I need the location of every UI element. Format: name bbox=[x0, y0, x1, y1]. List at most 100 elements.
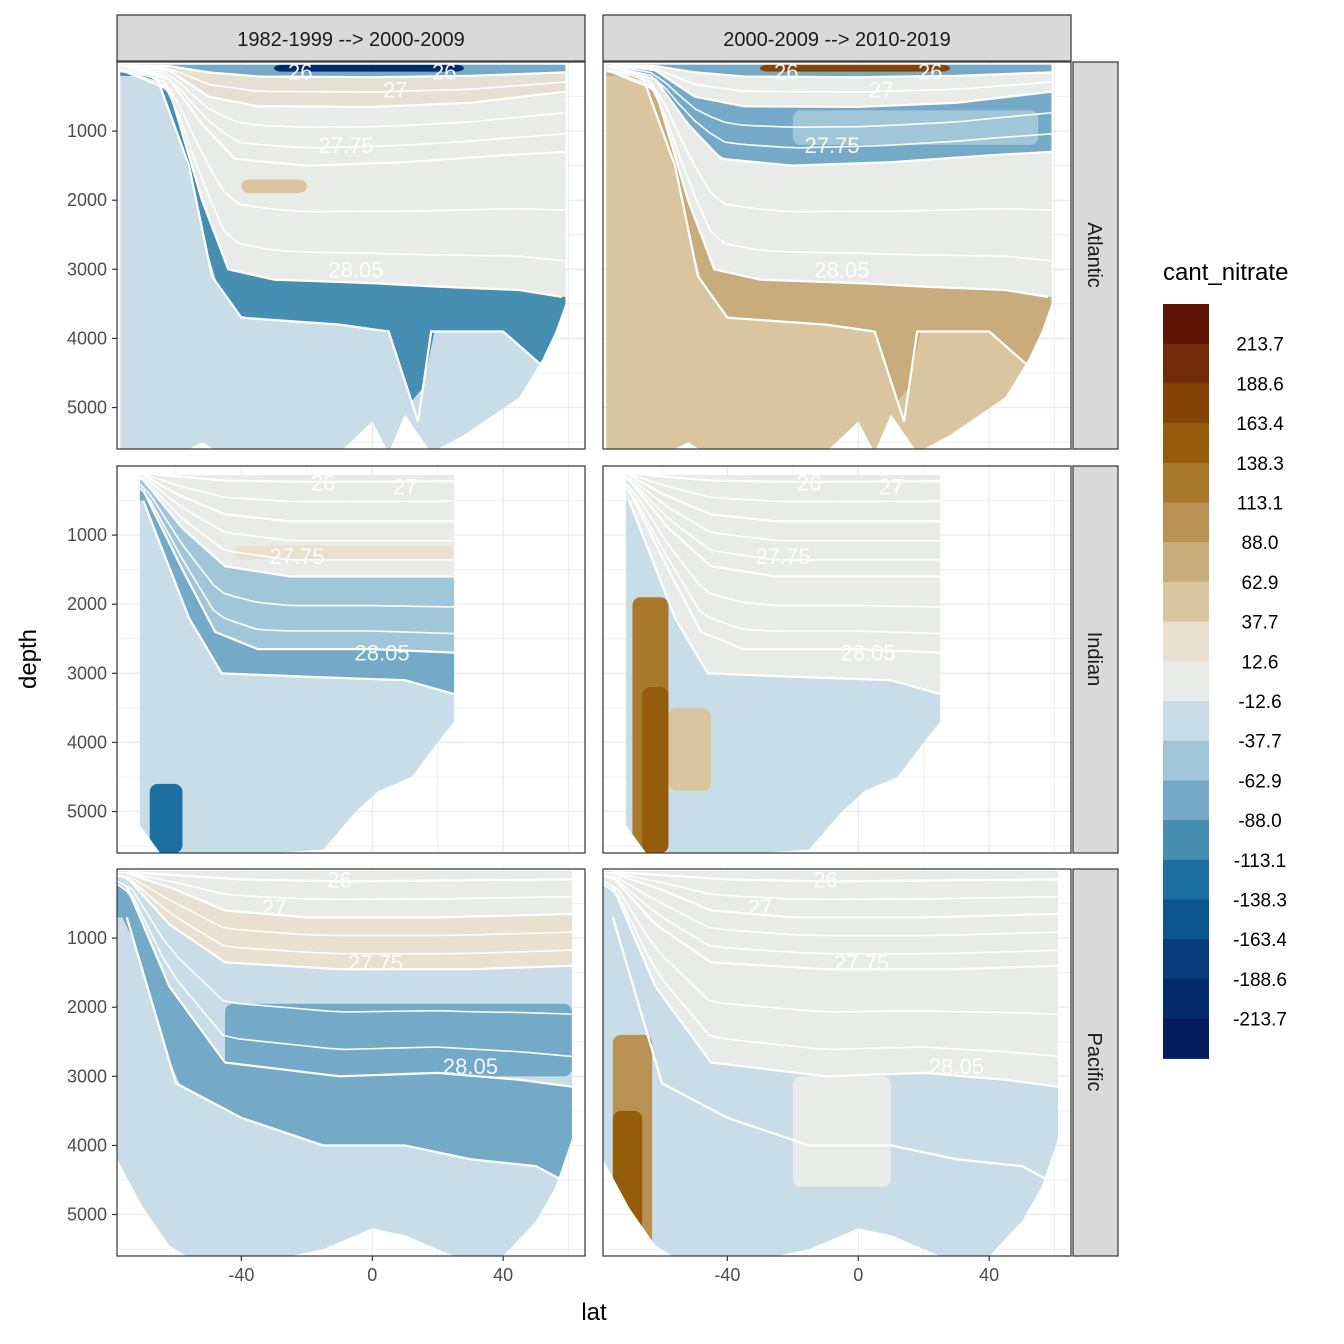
contour-fill bbox=[603, 871, 1058, 1256]
panel-border bbox=[602, 465, 1072, 854]
legend-label: -113.1 bbox=[1234, 851, 1286, 872]
strip-col-2 bbox=[602, 14, 1072, 62]
x-tick-label: -40 bbox=[714, 1265, 740, 1285]
y-axis-title: depth bbox=[15, 629, 42, 689]
y-tick-label: 4000 bbox=[67, 328, 107, 348]
isopycnal-line-27-75 bbox=[612, 66, 1052, 167]
isopycnal-line-minor bbox=[606, 64, 1052, 128]
legend-label: 113.1 bbox=[1237, 494, 1283, 515]
strip-row-atlantic-label: Atlantic bbox=[1083, 222, 1105, 288]
y-tick-label: 5000 bbox=[67, 1205, 107, 1225]
isopycnal-line-minor bbox=[139, 474, 455, 503]
legend-label: -12.6 bbox=[1238, 692, 1281, 713]
legend-key bbox=[1163, 899, 1209, 940]
legend-key bbox=[1163, 462, 1209, 504]
isopycnal-line-minor bbox=[606, 70, 1052, 262]
isopycnal-label: 28.05 bbox=[443, 1054, 498, 1079]
isopycnal-line-minor bbox=[625, 483, 941, 608]
isopycnal-line-minor bbox=[606, 64, 1052, 93]
y-tick-label: 2000 bbox=[67, 190, 107, 210]
isopycnal-line-26 bbox=[126, 64, 566, 79]
legend-key bbox=[1163, 343, 1209, 384]
legend-label: 88.0 bbox=[1242, 533, 1279, 554]
isopycnal-label: 27 bbox=[262, 895, 286, 920]
panel-indian-1: 26 27 27.75 28.05 1000 2000 3000 4000 5000 bbox=[67, 465, 586, 854]
isopycnal-label: 27.75 bbox=[348, 950, 403, 975]
isopycnal-line-27 bbox=[126, 64, 566, 109]
contour-band-3 bbox=[606, 72, 1052, 402]
isopycnal-line-27 bbox=[612, 64, 1052, 109]
legend-key bbox=[1163, 740, 1209, 781]
y-tick-label: 1000 bbox=[67, 121, 107, 141]
contour-band-0 bbox=[606, 64, 1052, 107]
isopycnal-label: 27.75 bbox=[269, 544, 324, 569]
isopycnal-label: 26 bbox=[918, 60, 942, 85]
legend-title: cant_nitrate bbox=[1163, 259, 1288, 286]
contour-fill bbox=[625, 474, 941, 853]
legend-key bbox=[1163, 820, 1209, 861]
legend-label: 213.7 bbox=[1236, 335, 1284, 356]
legend-key bbox=[1163, 542, 1209, 583]
isopycnal-label: 27.75 bbox=[805, 133, 860, 158]
isopycnal-line-28-05 bbox=[612, 71, 1049, 299]
isopycnal-label: 27 bbox=[748, 895, 772, 920]
y-tick-label: 2000 bbox=[67, 997, 107, 1017]
y-tick-label: 1000 bbox=[67, 525, 107, 545]
isopycnal-line-28-05 bbox=[126, 71, 563, 299]
legend-label: -213.7 bbox=[1233, 1010, 1287, 1031]
isopycnal-line-minor bbox=[117, 883, 572, 1058]
panel-pacific-1: 26 27 27.75 28.05 1000 2000 3000 4000 5000 -40 0 40 bbox=[67, 867, 586, 1285]
contour-band-2 bbox=[117, 873, 572, 970]
panel-border bbox=[116, 61, 586, 450]
legend-key bbox=[1163, 701, 1209, 742]
y-tick-label: 4000 bbox=[67, 1135, 107, 1155]
isopycnal-line-minor bbox=[625, 475, 941, 542]
contour-patch-1 bbox=[642, 687, 669, 853]
panel-pacific-2: 26 27 27.75 28.05 -40 0 40 bbox=[602, 867, 1072, 1285]
isopycnal-line-minor bbox=[139, 487, 455, 635]
legend-label: 138.3 bbox=[1236, 454, 1284, 475]
x-tick-label: -40 bbox=[228, 1265, 254, 1285]
contour-fill bbox=[606, 64, 1052, 449]
contour-band-2 bbox=[606, 67, 1052, 297]
legend-label: 12.6 bbox=[1242, 652, 1279, 673]
isopycnal-line-minor bbox=[117, 871, 572, 901]
isopycnal-label: 26 bbox=[813, 867, 837, 892]
contour-fill bbox=[120, 64, 566, 449]
strip-row-indian bbox=[1072, 465, 1119, 854]
isopycnal-label: 26 bbox=[288, 60, 312, 85]
isopycnal-line-minor bbox=[139, 483, 455, 608]
isopycnal-line-27-75 bbox=[628, 479, 941, 578]
contour-band-1 bbox=[117, 871, 572, 918]
isopycnal-label: 28.05 bbox=[814, 257, 869, 282]
legend-key bbox=[1163, 978, 1209, 1020]
legend-label: 188.6 bbox=[1236, 374, 1284, 395]
isopycnal-label: 27.75 bbox=[755, 544, 810, 569]
panel-border bbox=[116, 868, 586, 1257]
contour-band-4 bbox=[117, 886, 572, 1180]
y-tick-label: 3000 bbox=[67, 259, 107, 279]
strip-row-pacific-label: Pacific bbox=[1083, 1033, 1105, 1092]
isopycnal-label: 27.75 bbox=[319, 133, 374, 158]
isopycnal-line-26 bbox=[143, 474, 455, 483]
legend-key bbox=[1163, 859, 1209, 901]
contour-patch-1 bbox=[792, 110, 1039, 145]
isopycnal-line-minor bbox=[606, 68, 1052, 213]
isopycnal-label: 28.05 bbox=[929, 1054, 984, 1079]
isopycnal-line-minor bbox=[603, 871, 1058, 901]
contour-band-0 bbox=[139, 474, 455, 482]
isopycnal-line-27-75 bbox=[126, 876, 572, 971]
isopycnal-line-deep bbox=[142, 500, 455, 696]
legend-label: -163.4 bbox=[1233, 930, 1287, 951]
legend-key bbox=[1163, 383, 1209, 424]
panel-border bbox=[116, 465, 586, 854]
contour-band-2 bbox=[603, 873, 1058, 970]
isopycnal-label: 28.05 bbox=[355, 641, 410, 666]
isopycnal-line-minor bbox=[120, 65, 566, 149]
isopycnal-label: 26 bbox=[327, 867, 351, 892]
contour-band-3 bbox=[139, 479, 455, 653]
x-tick-label: 40 bbox=[979, 1265, 999, 1285]
isopycnal-label: 26 bbox=[797, 471, 821, 496]
isopycnal-line-minor bbox=[625, 487, 941, 635]
